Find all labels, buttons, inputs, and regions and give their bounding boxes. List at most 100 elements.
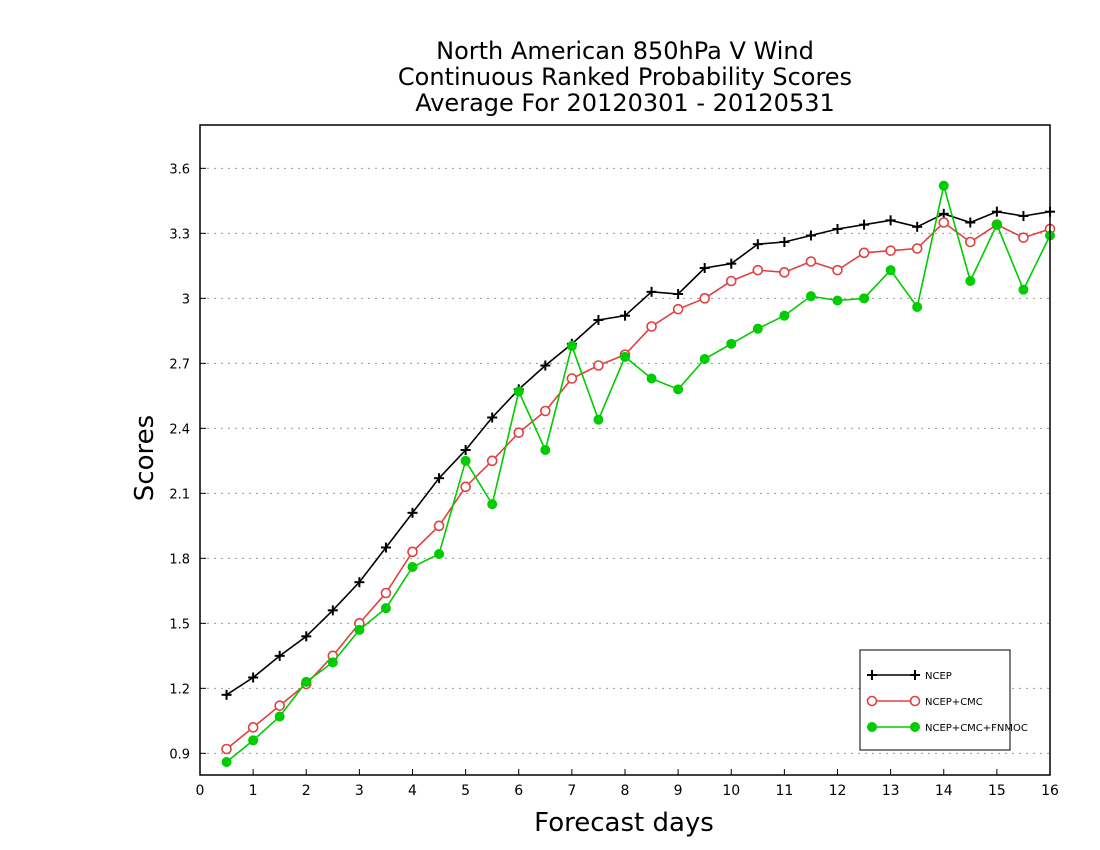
series-1-point — [938, 217, 950, 228]
series-2-point — [885, 265, 896, 276]
x-tick-label: 2 — [302, 783, 311, 799]
x-tick-label: 12 — [829, 783, 847, 799]
x-tick-label: 16 — [1041, 783, 1059, 799]
series-2-point — [620, 351, 630, 362]
series-1-point — [672, 303, 684, 315]
series-2-point — [593, 414, 604, 425]
series-2-point — [513, 386, 524, 397]
x-tick-label: 11 — [775, 783, 793, 799]
x-tick-label: 8 — [621, 783, 630, 799]
x-tick-label: 0 — [196, 783, 205, 799]
y-tick-label: 1.8 — [169, 552, 190, 567]
chart-title-line-3: Average For 20120301 - 20120531 — [415, 89, 835, 117]
series-1-point — [407, 546, 418, 558]
chart-title-line-1: North American 850hPa V Wind — [436, 37, 814, 65]
legend-marker — [910, 722, 920, 732]
series-2-point — [274, 711, 285, 722]
legend-marker — [909, 695, 921, 707]
y-tick-label: 3.6 — [169, 162, 190, 177]
series-1-point — [779, 267, 790, 278]
series-2-point — [301, 676, 312, 687]
series-1-point — [460, 481, 471, 493]
x-tick-label: 5 — [461, 783, 470, 799]
legend-label: NCEP — [925, 671, 952, 682]
series-2-point — [460, 455, 471, 466]
series-line-0 — [226, 210, 1051, 696]
series-1-point — [699, 293, 710, 304]
series-2-point — [566, 341, 577, 351]
series-1-point — [486, 455, 498, 467]
series-2-point — [965, 276, 976, 286]
series-2-point — [248, 735, 259, 746]
x-tick-label: 14 — [935, 783, 953, 799]
series-1-point — [885, 245, 896, 256]
x-tick-label: 10 — [722, 783, 740, 799]
x-tick-label: 15 — [988, 783, 1006, 799]
y-tick-label: 3.3 — [169, 227, 190, 242]
series-2-point — [779, 310, 790, 321]
series-1-point — [274, 700, 285, 711]
y-axis-label: Scores — [130, 414, 160, 502]
y-tick-label: 2.7 — [169, 357, 190, 372]
series-1-point — [858, 247, 870, 259]
legend-label: NCEP+CMC — [925, 697, 983, 708]
series-1-point — [433, 520, 445, 532]
series-1-point — [221, 743, 232, 755]
y-tick-label: 1.2 — [169, 682, 190, 697]
series-1-point — [646, 321, 657, 332]
series-2-point — [912, 302, 923, 312]
series-1-point — [380, 587, 392, 599]
series-2-point — [832, 295, 843, 306]
series-2-point — [805, 291, 816, 302]
y-tick-label: 2.1 — [169, 487, 190, 502]
series-2-point — [434, 549, 445, 559]
series-2-point — [991, 219, 1002, 230]
series-1-point — [805, 256, 817, 267]
series-1-point — [911, 243, 923, 254]
series-1-point — [540, 405, 551, 417]
x-tick-label: 3 — [355, 783, 364, 799]
plot-frame — [199, 124, 1051, 776]
series-2-point — [380, 603, 391, 614]
series-1-point — [247, 722, 259, 733]
series-2-point — [859, 293, 870, 304]
series-1-point — [513, 427, 525, 438]
series-1-point — [752, 264, 764, 276]
y-tick-label: 2.4 — [169, 422, 190, 437]
y-tick-label: 0.9 — [169, 747, 190, 762]
series-2-point — [487, 499, 498, 510]
legend-label: NCEP+CMC+FNMOC — [925, 723, 1028, 734]
series-2-point — [1018, 284, 1029, 295]
x-tick-label: 7 — [567, 783, 576, 799]
series-1-point — [1018, 232, 1029, 243]
series-2-point — [673, 384, 684, 395]
series-line-2 — [226, 185, 1051, 763]
series-1-point — [593, 360, 604, 371]
series-1-point — [832, 264, 843, 276]
series-1-point — [566, 373, 578, 384]
x-tick-label: 4 — [408, 783, 417, 799]
y-tick-label: 1.5 — [169, 617, 190, 632]
series-2-point — [407, 562, 418, 572]
x-tick-label: 6 — [514, 783, 523, 799]
y-tick-label: 3 — [182, 292, 190, 307]
x-tick-label: 1 — [249, 783, 258, 799]
series-2-point — [726, 338, 737, 349]
x-tick-label: 9 — [674, 783, 683, 799]
legend-box — [859, 649, 1011, 751]
series-2-point — [221, 757, 232, 767]
series-2-point — [327, 657, 338, 668]
series-1-point — [965, 236, 976, 248]
series-2-point — [646, 373, 657, 384]
series-2-point — [354, 624, 365, 635]
series-2-point — [752, 323, 763, 334]
series-2-point — [540, 445, 551, 455]
x-axis-label: Forecast days — [534, 808, 714, 838]
chart-title-line-2: Continuous Ranked Probability Scores — [397, 63, 853, 91]
series-2-point — [938, 180, 949, 191]
series-2-point — [699, 354, 710, 364]
legend-marker — [867, 722, 877, 732]
series-1-point — [725, 275, 737, 287]
